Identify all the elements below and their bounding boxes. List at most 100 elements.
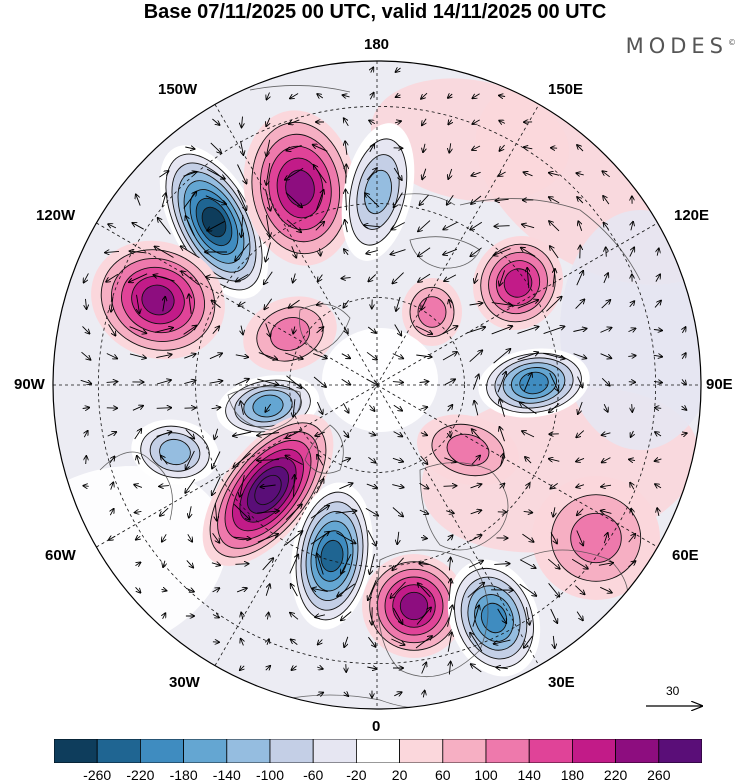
wind-vector [449, 579, 451, 602]
wind-vector [266, 242, 271, 262]
wind-vector [682, 353, 686, 360]
colorbar-swatch [399, 739, 444, 763]
wind-vector [472, 375, 478, 390]
wind-vector [257, 460, 280, 461]
wind-vector [293, 326, 295, 334]
wind-vector [603, 196, 610, 205]
wind-vector [391, 249, 406, 255]
wind-vector [629, 459, 636, 460]
wind-vector [472, 146, 481, 150]
lon-label-0: 0 [372, 718, 381, 735]
wind-vector [365, 193, 380, 208]
wind-vector [549, 459, 560, 462]
lon-label-60w: 60W [45, 547, 76, 564]
wind-vector [543, 352, 564, 358]
wind-vector [111, 482, 114, 490]
wind-vector [156, 354, 171, 359]
wind-vector [107, 432, 117, 437]
wind-vector [341, 378, 351, 384]
wind-vector [470, 510, 482, 515]
wind-vector [392, 382, 403, 383]
wind-vector [418, 273, 431, 282]
wind-vector [209, 381, 223, 383]
wind-vector [577, 508, 584, 516]
wind-vector [369, 120, 376, 123]
wind-vector [602, 171, 610, 178]
wind-vector [235, 243, 250, 261]
wind-vector [181, 246, 200, 259]
wind-vector [233, 503, 250, 519]
anomaly-low-20w [291, 482, 373, 630]
wind-vector [289, 299, 300, 308]
graticule [53, 61, 701, 709]
wind-vector [318, 274, 323, 282]
wind-vector [682, 327, 685, 334]
wind-vector [346, 165, 347, 184]
wind-vector [631, 430, 634, 437]
wind-vector [234, 379, 249, 386]
wind-vector [368, 274, 377, 282]
coastline [249, 85, 351, 93]
wind-vector [576, 430, 585, 438]
lon-label-150e: 150E [548, 81, 584, 98]
wind-vector [293, 273, 296, 283]
map-title: Base 07/11/2025 00 UTC, valid 14/11/2025… [143, 1, 607, 23]
wind-vector [212, 615, 219, 618]
wind-vector [285, 352, 303, 359]
anomaly-contour [570, 512, 622, 564]
wind-vector [205, 195, 226, 204]
wind-vector [317, 455, 324, 466]
wind-vector [344, 249, 348, 256]
wind-vector [491, 303, 512, 306]
wind-vector [474, 401, 479, 416]
colorbar-tick-label: -60 [303, 767, 324, 783]
coastline [299, 303, 351, 353]
anomaly-low-30e [447, 559, 541, 677]
wind-vector [418, 220, 431, 232]
wind-vector [442, 326, 458, 335]
wind-vector [550, 246, 559, 259]
colorbar-swatch [312, 739, 357, 763]
wind-vector [655, 408, 662, 409]
wind-vector [341, 458, 350, 461]
wind-vector [553, 635, 554, 648]
wind-vector [371, 67, 374, 73]
wind-vector [370, 93, 373, 100]
wind-vector [129, 273, 148, 282]
wind-vector [84, 431, 87, 438]
anomaly-low-70w [131, 419, 219, 485]
wind-vector [525, 607, 529, 625]
wind-vector [393, 167, 402, 180]
wind-vector [448, 94, 452, 98]
anomaly-high-55e [532, 476, 660, 600]
wind-vector [285, 504, 302, 521]
wind-vector [418, 583, 431, 598]
wind-vector [260, 485, 276, 487]
wind-vector [186, 450, 195, 469]
wind-vector [81, 351, 91, 360]
wind-vector [391, 638, 404, 645]
wind-vector [134, 485, 143, 488]
wind-vector [210, 142, 221, 153]
wind-vector [285, 456, 303, 465]
wind-vector [653, 330, 662, 331]
coastline [409, 236, 481, 269]
wind-vector [601, 485, 612, 487]
wind-vector [109, 457, 115, 464]
wind-vector [578, 401, 583, 414]
wind-vector [421, 92, 428, 99]
wind-vector [499, 484, 505, 489]
colorbar-swatch [355, 739, 400, 763]
wind-vector [339, 483, 352, 490]
wind-vector [420, 433, 427, 436]
wind-vector [345, 220, 348, 233]
wind-vector [206, 168, 225, 179]
wind-vector [108, 324, 116, 335]
reference-vector-arrow [646, 682, 710, 712]
wind-vector [266, 139, 271, 156]
latitude-circle [289, 297, 465, 473]
wind-vector [161, 589, 167, 590]
wind-vector [132, 406, 143, 411]
wind-vector [105, 251, 120, 252]
wind-vector [550, 483, 558, 488]
